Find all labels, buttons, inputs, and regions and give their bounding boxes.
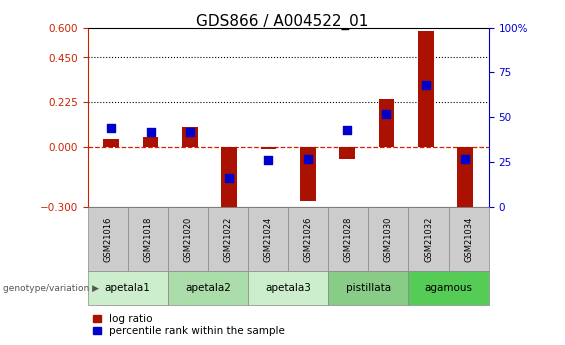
Point [382, 111, 391, 117]
Text: GSM21028: GSM21028 [344, 216, 353, 262]
Bar [457, 147, 473, 207]
Point [460, 156, 470, 161]
Bar [339, 147, 355, 159]
Point [185, 129, 194, 135]
Point [225, 176, 234, 181]
Bar [300, 147, 316, 201]
Bar [260, 147, 276, 149]
Text: apetala3: apetala3 [265, 283, 311, 293]
Point [303, 156, 312, 161]
Point [146, 129, 155, 135]
Bar [418, 31, 434, 147]
Point [264, 158, 273, 163]
Text: GSM21018: GSM21018 [144, 216, 152, 262]
Text: GSM21034: GSM21034 [464, 216, 473, 262]
Bar [142, 137, 158, 147]
Text: GSM21022: GSM21022 [224, 216, 232, 262]
Point [421, 82, 431, 88]
Text: apetala1: apetala1 [105, 283, 151, 293]
Text: GSM21024: GSM21024 [264, 216, 272, 262]
Text: GSM21016: GSM21016 [103, 216, 112, 262]
Text: GSM21026: GSM21026 [304, 216, 312, 262]
Text: genotype/variation ▶: genotype/variation ▶ [3, 284, 99, 293]
Bar [103, 139, 119, 147]
Text: pistillata: pistillata [346, 283, 391, 293]
Text: agamous: agamous [425, 283, 472, 293]
Text: apetala2: apetala2 [185, 283, 231, 293]
Bar [221, 147, 237, 211]
Legend: log ratio, percentile rank within the sample: log ratio, percentile rank within the sa… [93, 314, 285, 336]
Point [342, 127, 351, 132]
Bar [379, 99, 394, 147]
Point [107, 125, 116, 131]
Bar [182, 127, 198, 147]
Text: GDS866 / A004522_01: GDS866 / A004522_01 [196, 14, 369, 30]
Text: GSM21032: GSM21032 [424, 216, 433, 262]
Text: GSM21020: GSM21020 [184, 216, 192, 262]
Text: GSM21030: GSM21030 [384, 216, 393, 262]
